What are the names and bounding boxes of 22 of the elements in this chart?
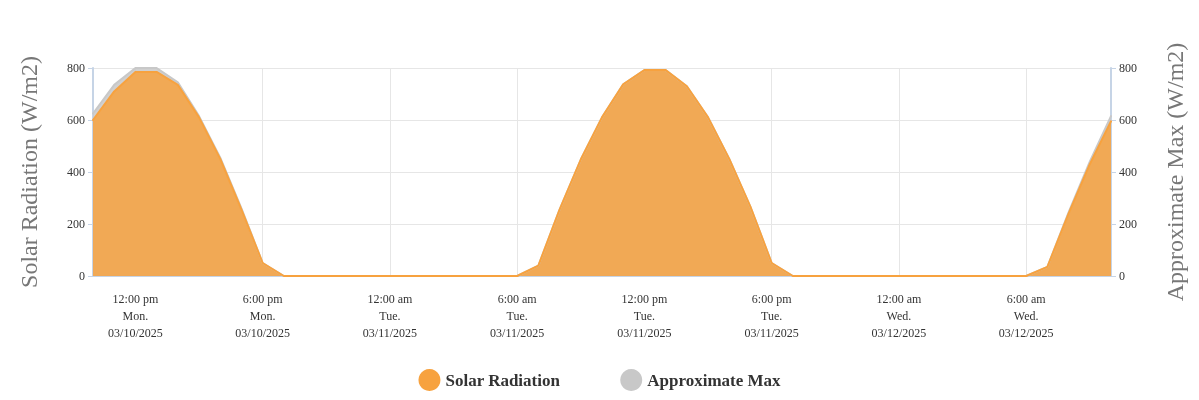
y-tick-label: 400	[67, 165, 85, 179]
y2-tick-label: 800	[1119, 61, 1137, 75]
x-tick-label: 6:00 am Wed. 03/12/2025	[998, 291, 1054, 340]
x-tick-label: 6:00 am Tue. 03/11/2025	[490, 291, 545, 340]
y2-tick-label: 400	[1119, 165, 1137, 179]
y-tick-label: 600	[67, 113, 85, 127]
legend-label: Approximate Max	[647, 370, 782, 390]
x-tick-label: 6:00 pm Tue. 03/11/2025	[744, 291, 799, 340]
y-tick-label: 800	[67, 61, 85, 75]
x-tick-label: 12:00 pm Tue. 03/11/2025	[617, 291, 672, 340]
y2-axis-title: Approximate Max (W/m2)	[1162, 42, 1188, 302]
y2-tick-label: 200	[1119, 217, 1137, 231]
y2-tick-label: 600	[1119, 113, 1137, 127]
x-tick-label: 12:00 am Wed. 03/12/2025	[871, 291, 927, 340]
x-tick-label: 12:00 am Tue. 03/11/2025	[362, 291, 418, 340]
y2-tick-label: 0	[1119, 269, 1125, 283]
x-tick-label: 12:00 pm Mon. 03/10/2025	[108, 291, 163, 340]
y-axis-title: Solar Radiation (W/m2)	[16, 56, 42, 288]
legend-label: Solar Radiation	[445, 370, 561, 390]
y-tick-label: 0	[79, 269, 85, 283]
y-tick-label: 200	[67, 217, 85, 231]
x-tick-label: 6:00 pm Mon. 03/10/2025	[235, 291, 290, 340]
